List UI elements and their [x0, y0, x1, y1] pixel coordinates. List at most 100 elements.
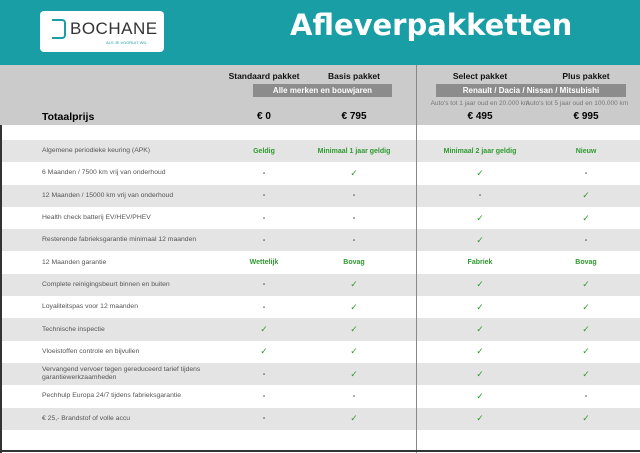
table-row: Vervangend vervoer tegen gereduceerd tar… [2, 363, 640, 386]
package-name-standaard: Standaard pakket [228, 71, 300, 81]
check-icon: ✓ [476, 346, 484, 357]
page-title: Afleverpakketten [290, 8, 573, 42]
check-icon: ✓ [350, 346, 358, 357]
check-icon: ✓ [350, 301, 358, 312]
check-icon: ✓ [350, 413, 358, 424]
package-name-basis: Basis pakket [328, 71, 380, 81]
value-cell: Bovag [343, 259, 365, 267]
check-icon: ✓ [476, 324, 484, 335]
table-row: € 25,- Brandstof of volle accu - ✓ ✓ ✓ [2, 407, 640, 430]
check-icon: ✓ [260, 346, 268, 357]
check-icon: ✓ [476, 279, 484, 290]
table-row: Algemene periodieke keuring (APK) Geldig M… [2, 140, 640, 163]
check-icon: ✓ [582, 301, 590, 312]
row-label: Vervangend vervoer tegen gereduceerd tar… [42, 366, 201, 382]
row-label: Algemene periodieke keuring (APK) [42, 147, 151, 155]
price-basis: € 795 [341, 111, 367, 122]
value-cell: Fabriek [467, 259, 493, 267]
row-label: Complete reinigingsbeurt binnen en buite… [42, 280, 170, 288]
dash-cell: - [584, 236, 588, 244]
dash-cell: - [262, 370, 266, 378]
value-cell: Bovag [575, 259, 597, 267]
dash-cell: - [262, 281, 266, 289]
table-row: 12 Maanden / 15000 km vrij van onderhoud… [2, 184, 640, 207]
dash-cell: - [478, 192, 482, 200]
logo-text: BOCHANE [70, 19, 158, 38]
group-all-brands: Alle merken en bouwjaren [253, 84, 392, 97]
column-divider [416, 65, 417, 453]
check-icon: ✓ [582, 279, 590, 290]
check-icon: ✓ [476, 234, 484, 245]
table-row: 6 Maanden / 7500 km vrij van onderhoud - ✓… [2, 162, 640, 184]
dash-cell: - [352, 392, 356, 400]
bottom-border [0, 450, 640, 452]
dash-cell: - [262, 192, 266, 200]
value-cell: Geldig [253, 147, 275, 155]
check-icon: ✓ [350, 279, 358, 290]
check-icon: ✓ [476, 413, 484, 424]
dash-cell: - [584, 169, 588, 177]
table-row: Resterende fabrieksgarantie minimaal 12 … [2, 229, 640, 252]
row-label: Pechhulp Europa 24/7 tijdens fabrieksgar… [42, 392, 182, 400]
table-row: Technische inspectie ✓ ✓ ✓ ✓ [2, 318, 640, 341]
check-icon: ✓ [350, 324, 358, 335]
check-icon: ✓ [476, 212, 484, 223]
check-icon: ✓ [476, 368, 484, 379]
table-row: Pechhulp Europa 24/7 tijdens fabrieksgar… [2, 385, 640, 407]
dash-cell: - [352, 214, 356, 222]
row-label: Vloeistoffen controle en bijvullen [42, 347, 140, 355]
row-label: Health check batterij EV/HEV/PHEV [42, 214, 151, 222]
value-cell: Minimaal 2 jaar geldig [443, 147, 517, 155]
check-icon: ✓ [582, 212, 590, 223]
check-icon: ✓ [260, 324, 268, 335]
row-label: Technische inspectie [42, 325, 105, 333]
row-label: € 25,- Brandstof of volle accu [42, 414, 131, 422]
header: BOCHANE ALS JE VOORUIT WIL Afleverpakket… [0, 0, 640, 65]
price-standaard: € 0 [257, 111, 271, 122]
group-renault-brands: Renault / Dacia / Nissan / Mitsubishi [436, 84, 626, 97]
check-icon: ✓ [582, 413, 590, 424]
package-name-select: Select pakket [452, 71, 508, 81]
dash-cell: - [262, 415, 266, 423]
row-label: Resterende fabrieksgarantie minimaal 12 … [42, 236, 197, 244]
row-label: 12 Maanden / 15000 km vrij van onderhoud [42, 191, 174, 199]
check-icon: ✓ [582, 368, 590, 379]
dash-cell: - [262, 169, 266, 177]
check-icon: ✓ [476, 167, 484, 178]
value-cell: Minimaal 1 jaar geldig [317, 147, 391, 155]
left-border [0, 125, 2, 453]
table-row: Vloeistoffen controle en bijvullen ✓ ✓ ✓ ✓ [2, 341, 640, 363]
price-plus: € 995 [573, 111, 599, 122]
dash-cell: - [262, 392, 266, 400]
dash-cell: - [352, 192, 356, 200]
check-icon: ✓ [350, 167, 358, 178]
check-icon: ✓ [582, 346, 590, 357]
bochane-logo: BOCHANE ALS JE VOORUIT WIL [40, 11, 164, 52]
check-icon: ✓ [582, 190, 590, 201]
table-row: Health check batterij EV/HEV/PHEV - - ✓ ✓ [2, 207, 640, 229]
table-row: Loyaliteitspas voor 12 maanden - ✓ ✓ ✓ [2, 296, 640, 318]
plus-note: Auto's tot 5 jaar oud en 100.000 km [525, 100, 629, 107]
check-icon: ✓ [582, 324, 590, 335]
check-icon: ✓ [350, 368, 358, 379]
price-select: € 495 [467, 111, 493, 122]
table-row: 12 Maanden garantie Wettelijk Bovag Fabriek… [2, 252, 640, 274]
dash-cell: - [584, 392, 588, 400]
dash-cell: - [262, 303, 266, 311]
cart-icon [52, 19, 66, 39]
total-price-label: Totaalprijs [42, 111, 95, 123]
dash-cell: - [262, 236, 266, 244]
row-label: Loyaliteitspas voor 12 maanden [42, 303, 138, 311]
package-name-plus: Plus pakket [562, 71, 610, 81]
table-row: Complete reinigingsbeurt binnen en buite… [2, 273, 640, 297]
dash-cell: - [262, 214, 266, 222]
value-cell: Nieuw [575, 147, 597, 155]
select-note: Auto's tot 1 jaar oud en 20.000 km [430, 100, 530, 107]
logo-tagline: ALS JE VOORUIT WIL [106, 40, 147, 45]
dash-cell: - [352, 236, 356, 244]
check-icon: ✓ [476, 390, 484, 401]
value-cell: Wettelijk [249, 259, 279, 267]
row-label: 6 Maanden / 7500 km vrij van onderhoud [42, 169, 166, 177]
row-label: 12 Maanden garantie [42, 258, 107, 266]
check-icon: ✓ [476, 301, 484, 312]
